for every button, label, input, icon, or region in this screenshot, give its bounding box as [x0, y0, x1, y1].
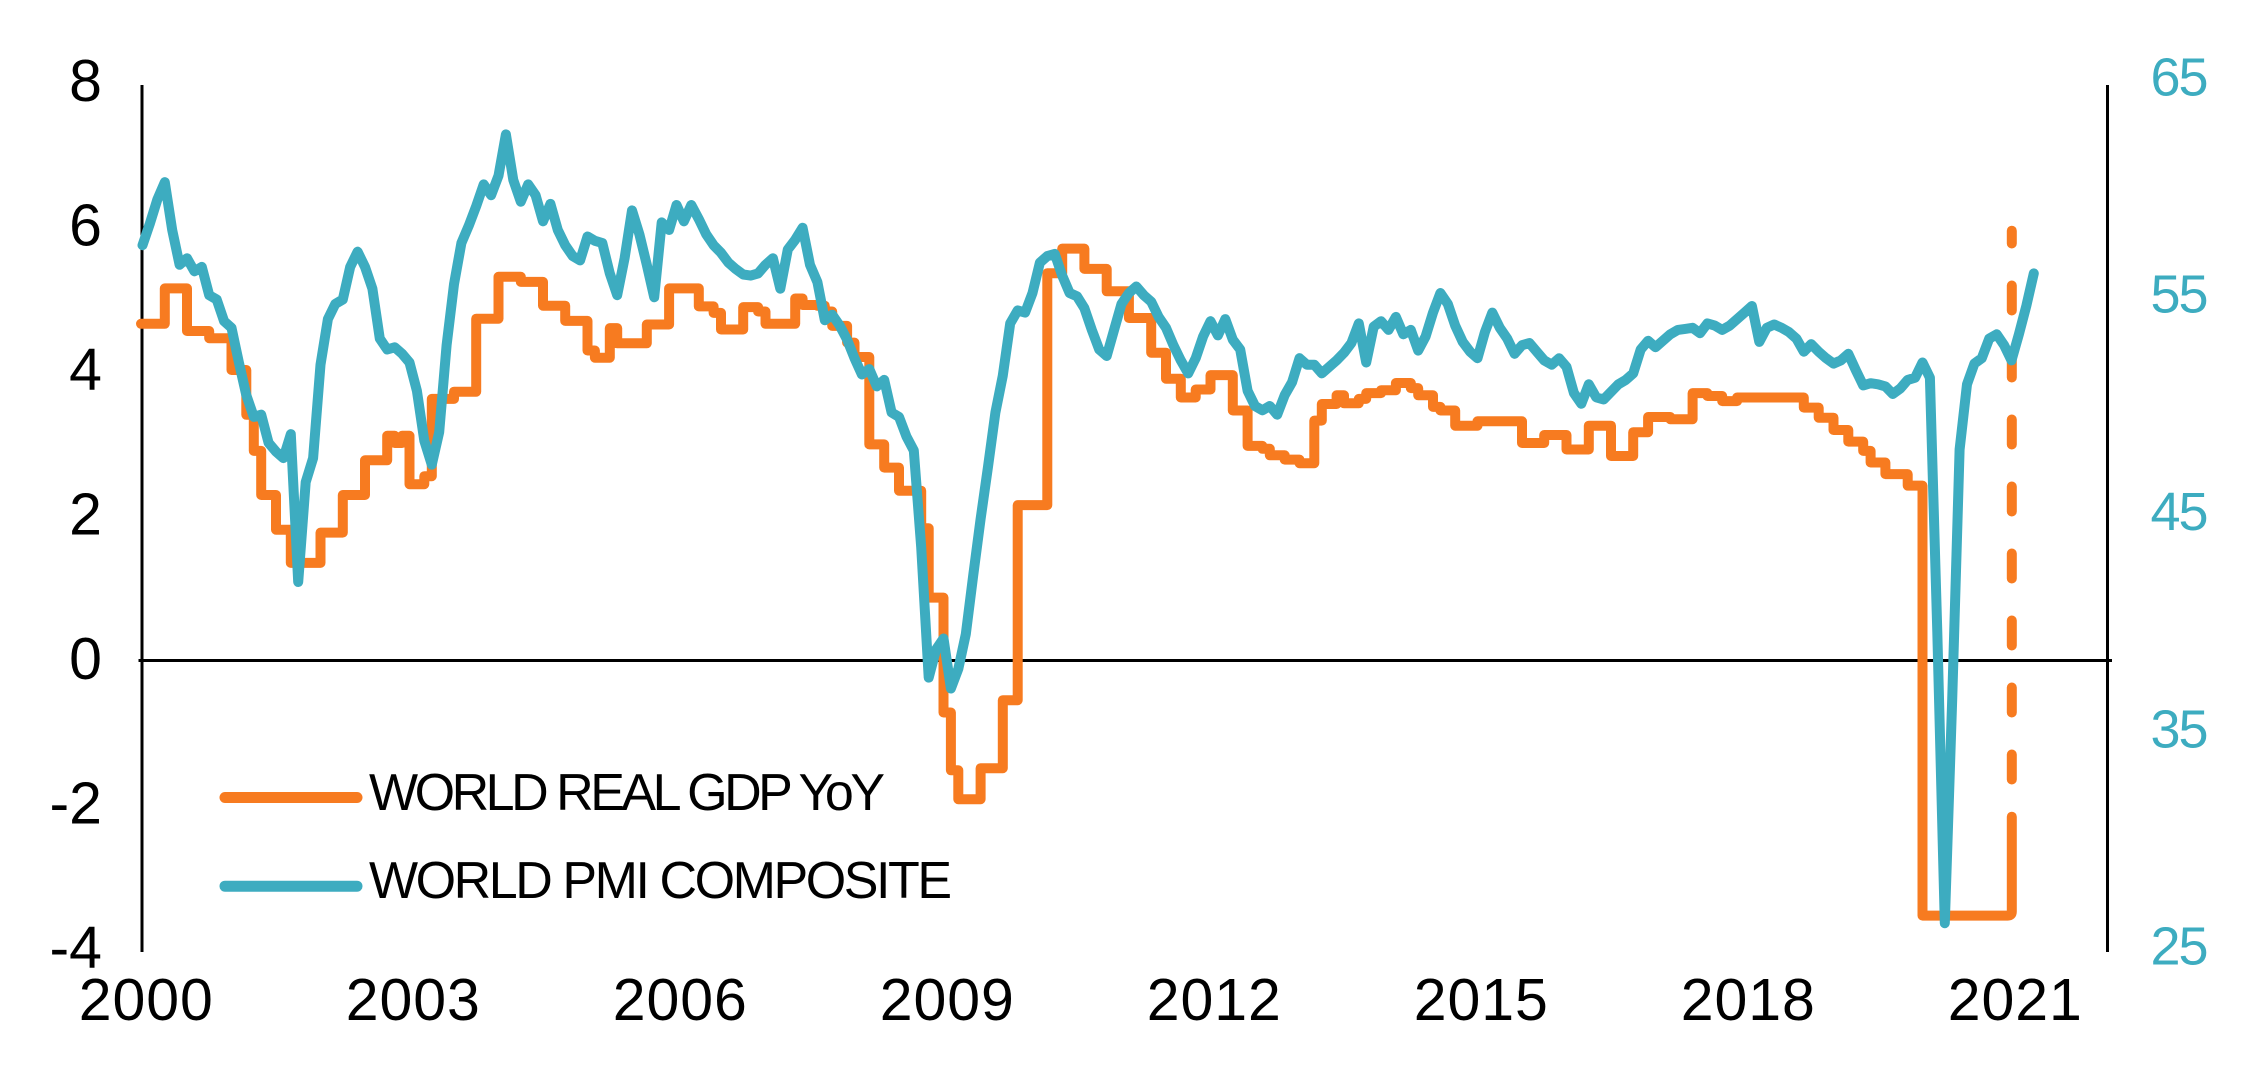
- svg-text:65: 65: [2151, 47, 2209, 107]
- svg-text:WORLD PMI COMPOSITE: WORLD PMI COMPOSITE: [369, 852, 952, 910]
- svg-text:2009: 2009: [880, 967, 1014, 1033]
- svg-text:WORLD REAL GDP YoY: WORLD REAL GDP YoY: [369, 764, 885, 822]
- svg-text:2018: 2018: [1681, 967, 1815, 1033]
- svg-text:2000: 2000: [79, 967, 213, 1033]
- svg-text:2003: 2003: [346, 967, 480, 1033]
- svg-text:4: 4: [69, 337, 102, 403]
- svg-text:2006: 2006: [613, 967, 747, 1033]
- svg-text:2: 2: [69, 482, 102, 548]
- svg-text:2021: 2021: [1948, 967, 2082, 1033]
- svg-text:-4: -4: [50, 915, 102, 981]
- svg-text:0: 0: [69, 626, 102, 692]
- svg-text:6: 6: [69, 192, 102, 258]
- svg-text:8: 8: [69, 48, 102, 114]
- svg-text:45: 45: [2151, 482, 2209, 542]
- svg-text:-2: -2: [50, 771, 102, 837]
- svg-text:2015: 2015: [1414, 967, 1548, 1033]
- svg-text:55: 55: [2151, 265, 2209, 325]
- svg-text:2012: 2012: [1147, 967, 1281, 1033]
- svg-text:35: 35: [2151, 699, 2209, 759]
- svg-text:25: 25: [2151, 917, 2209, 977]
